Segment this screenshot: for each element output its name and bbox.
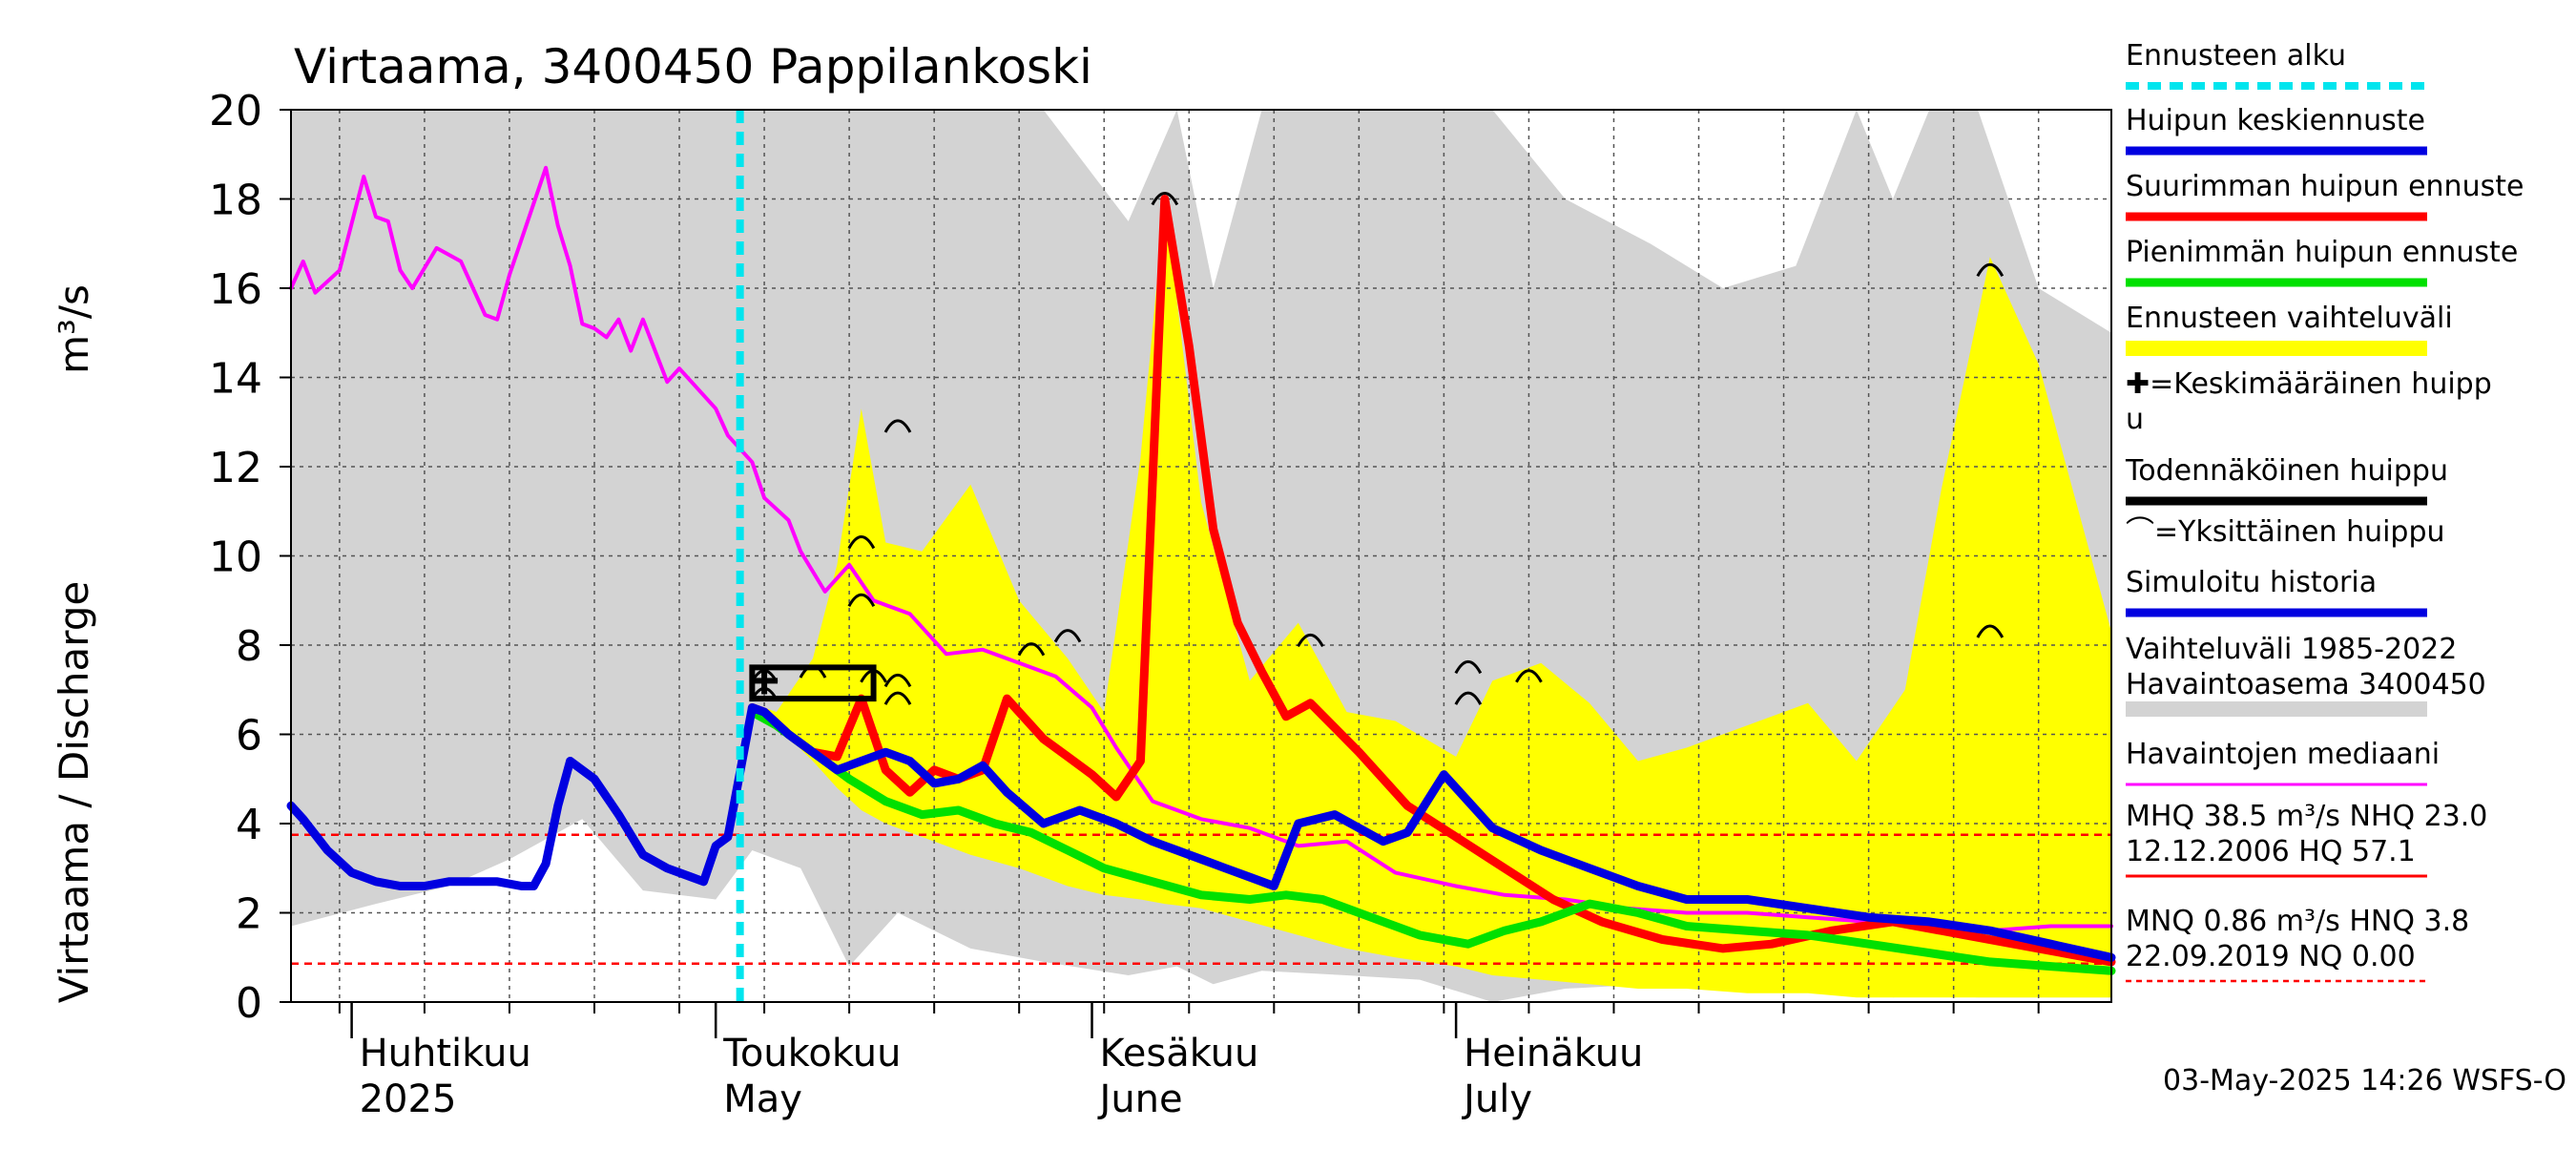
- legend-item-6: Todennäköinen huippu: [2125, 454, 2448, 506]
- legend-label-line2: u: [2126, 403, 2144, 436]
- month-label-en: May: [723, 1077, 802, 1121]
- legend-label: Ennusteen vaihteluväli: [2126, 302, 2453, 335]
- legend-label: Simuloitu historia: [2126, 566, 2377, 599]
- legend-label: Todennäköinen huippu: [2125, 454, 2448, 488]
- y-tick-label: 16: [209, 265, 262, 314]
- y-tick-label: 20: [209, 87, 262, 136]
- legend-label: Huipun keskiennuste: [2126, 104, 2425, 137]
- y-tick-label: 14: [209, 355, 262, 404]
- footer-timestamp: 03-May-2025 14:26 WSFS-O: [2163, 1064, 2566, 1097]
- forecast-range-band: [752, 198, 2111, 998]
- legend-label: Pienimmän huipun ennuste: [2126, 236, 2518, 269]
- legend-item-12: MNQ 0.86 m³/s HNQ 3.822.09.2019 NQ 0.00: [2126, 905, 2469, 983]
- individual-peak-marker: [847, 593, 876, 607]
- individual-peak-marker: [1976, 262, 2005, 278]
- y-axis-unit: m³/s: [51, 284, 97, 374]
- series-line-3: [286, 703, 2116, 962]
- individual-peak-marker: [1454, 691, 1483, 705]
- grid-layer: [291, 110, 2111, 1002]
- y-tick-label: 4: [236, 801, 262, 849]
- legend-label-line2: 22.09.2019 NQ 0.00: [2126, 940, 2416, 973]
- month-label-fi: Huhtikuu: [360, 1032, 531, 1076]
- month-label-en: 2025: [360, 1077, 457, 1121]
- individual-peak-marker: [1017, 642, 1046, 657]
- legend-item-5: ✚=Keskimääräinen huippu: [2126, 367, 2492, 436]
- individual-peak-marker: [883, 673, 912, 688]
- legend: Ennusteen alku Huipun keskiennuste Suurimm…: [2125, 39, 2524, 983]
- y-tick-label: 8: [236, 622, 262, 671]
- month-label-fi: Kesäkuu: [1100, 1032, 1259, 1076]
- y-axis-label: Virtaama / Discharge: [51, 581, 97, 1004]
- individual-peak-marker: [1151, 192, 1179, 206]
- legend-item-7: ⌒=Yksittäinen huippu: [2126, 515, 2445, 549]
- individual-peak-marker: [1454, 659, 1483, 675]
- legend-item-11: MHQ 38.5 m³/s NHQ 23.012.12.2006 HQ 57.1: [2126, 800, 2487, 878]
- legend-swatch: [2126, 701, 2427, 717]
- chart-title: Virtaama, 3400450 Pappilankoski: [294, 39, 1092, 94]
- legend-label-line2: 12.12.2006 HQ 57.1: [2126, 835, 2416, 868]
- series-line-1: [747, 195, 2116, 967]
- series-line-0: [289, 165, 2113, 933]
- legend-item-10: Havaintojen mediaani: [2126, 738, 2440, 786]
- individual-peak-marker: [860, 669, 887, 683]
- individual-peak-marker: [799, 664, 827, 679]
- month-label-fi: Toukokuu: [722, 1032, 901, 1076]
- reference-lines-layer: [291, 833, 2111, 966]
- individual-peak-marker: [1053, 629, 1082, 643]
- legend-swatch: [2126, 341, 2427, 356]
- series-layer: [286, 110, 2116, 1002]
- individual-peak-marker: [1297, 633, 1324, 648]
- individual-peak-marker: [847, 535, 876, 550]
- y-tick-label: 18: [209, 177, 262, 225]
- individual-peak-marker: [883, 419, 912, 433]
- y-tick-label: 12: [209, 444, 262, 492]
- legend-label: Havaintojen mediaani: [2126, 738, 2440, 771]
- legend-label: MNQ 0.86 m³/s HNQ 3.8: [2126, 905, 2469, 938]
- legend-label: Vaihteluväli 1985-2022: [2126, 633, 2457, 666]
- y-tick-label: 10: [209, 533, 262, 582]
- legend-item-8: Simuloitu historia: [2126, 566, 2427, 617]
- peak-markers-layer: [749, 192, 2005, 705]
- legend-item-4: Ennusteen vaihteluväli: [2126, 302, 2453, 356]
- month-label-fi: Heinäkuu: [1464, 1032, 1643, 1076]
- individual-peak-marker: [1515, 669, 1543, 683]
- y-tick-label: 0: [236, 979, 262, 1028]
- legend-label: Ennusteen alku: [2126, 39, 2346, 73]
- legend-label: MHQ 38.5 m³/s NHQ 23.0: [2126, 800, 2487, 833]
- legend-item-1: Huipun keskiennuste: [2126, 104, 2427, 156]
- individual-peak-marker: [1976, 624, 2005, 638]
- individual-peak-marker: [883, 691, 912, 705]
- legend-item-9: Vaihteluväli 1985-2022 Havaintoasema 340…: [2126, 633, 2486, 717]
- legend-item-0: Ennusteen alku: [2126, 39, 2427, 90]
- y-tick-label: 6: [236, 712, 262, 761]
- legend-item-2: Suurimman huipun ennuste: [2126, 170, 2524, 221]
- legend-label: Suurimman huipun ennuste: [2126, 170, 2524, 203]
- legend-label-line2: Havaintoasema 3400450: [2126, 668, 2486, 701]
- month-label-en: July: [1461, 1077, 1532, 1121]
- y-tick-label: 2: [236, 890, 262, 939]
- legend-item-3: Pienimmän huipun ennuste: [2126, 236, 2518, 287]
- series-line-2: [747, 707, 2116, 975]
- legend-label: ✚=Keskimääräinen huipp: [2126, 367, 2492, 401]
- month-label-en: June: [1097, 1077, 1183, 1121]
- legend-label: ⌒=Yksittäinen huippu: [2126, 515, 2445, 549]
